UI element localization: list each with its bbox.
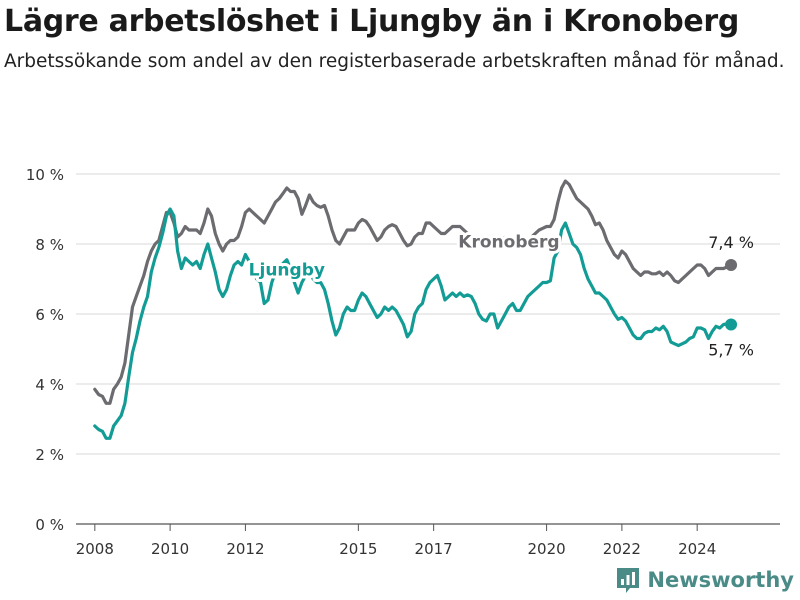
chart-title: Lägre arbetslöshet i Ljungby än i Kronob… xyxy=(4,4,740,39)
x-tick-label: 2008 xyxy=(76,540,114,558)
chart-subtitle: Arbetssökande som andel av den registerb… xyxy=(4,51,785,72)
y-tick-label: 6 % xyxy=(35,306,64,324)
bar-chart-logo-icon xyxy=(617,568,640,593)
y-tick-label: 4 % xyxy=(35,376,64,394)
series-label-kronoberg: Kronoberg xyxy=(458,233,559,253)
y-tick-label: 0 % xyxy=(35,516,64,534)
series-labels: Kronoberg Ljungby 7,4 % 5,7 % xyxy=(246,230,754,360)
x-tick-label: 2022 xyxy=(603,540,641,558)
y-tick-label: 2 % xyxy=(35,446,64,464)
end-label-kronoberg: 7,4 % xyxy=(708,233,754,252)
brand-name: Newsworthy xyxy=(647,568,794,592)
x-tick-label: 2020 xyxy=(527,540,565,558)
y-tick-label: 8 % xyxy=(35,236,64,254)
y-axis: 0 % 2 % 4 % 6 % 8 % 10 % xyxy=(26,166,64,534)
end-point-kronoberg xyxy=(725,259,738,271)
series-line-ljungby xyxy=(93,207,733,440)
y-tick-label: 10 % xyxy=(26,166,64,184)
end-point-ljungby xyxy=(725,318,738,331)
x-tick-label: 2024 xyxy=(678,540,716,558)
end-label-ljungby: 5,7 % xyxy=(708,341,754,360)
series-lines xyxy=(93,179,738,440)
grid-lines xyxy=(76,173,780,525)
x-tick-label: 2012 xyxy=(226,540,264,558)
x-tick-label: 2010 xyxy=(151,540,189,558)
x-axis: 2008 2010 2012 2015 2017 2020 2022 2024 xyxy=(76,524,716,558)
series-label-ljungby: Ljungby xyxy=(249,261,325,281)
x-tick-label: 2015 xyxy=(339,540,377,558)
x-tick-label: 2017 xyxy=(415,540,453,558)
newsworthy-brand[interactable]: Newsworthy xyxy=(615,564,794,596)
series-line-kronoberg xyxy=(93,179,733,405)
